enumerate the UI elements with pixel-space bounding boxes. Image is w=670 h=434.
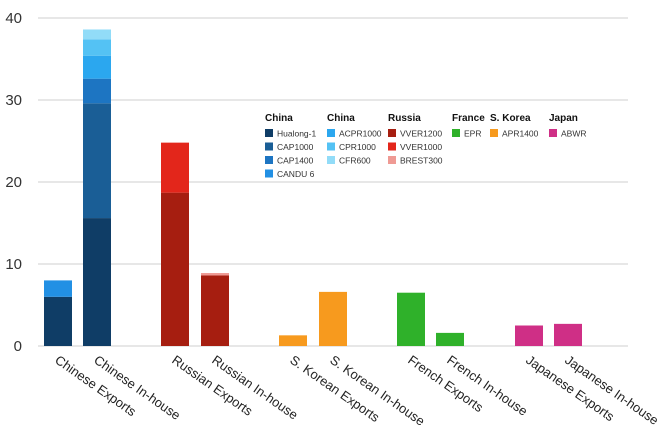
bar-japanese-in-house-abwr — [554, 323, 582, 346]
bar-s-korean-in-house-apr1400 — [319, 291, 347, 346]
bar-french-in-house-epr — [436, 332, 464, 346]
legend-group-title: Japan — [549, 113, 578, 124]
bar-s-korean-exports-apr1400 — [279, 335, 307, 346]
legend-swatch — [327, 129, 335, 137]
legend-item-label: ABWR — [561, 129, 587, 139]
bar-chinese-in-house-cap1400 — [83, 78, 111, 104]
legend-swatch — [490, 129, 498, 137]
legend-swatch — [388, 156, 396, 164]
bar-chinese-in-house-cpr1000 — [83, 39, 111, 56]
legend-item-label: EPR — [464, 129, 481, 139]
legend-item-label: VVER1200 — [400, 129, 442, 139]
legend-group-title: Russia — [388, 113, 421, 124]
legend-swatch — [388, 142, 396, 151]
legend-swatch — [549, 129, 557, 137]
legend-swatch — [327, 142, 335, 151]
legend-item-label: BREST300 — [400, 156, 443, 166]
y-tick-label: 20 — [5, 174, 22, 191]
legend-group-title: S. Korea — [490, 113, 531, 124]
legend-swatch — [265, 169, 273, 178]
bar-french-exports-epr — [397, 292, 425, 346]
legend-item-label: CAP1400 — [277, 156, 314, 166]
legend-group-title: China — [265, 113, 293, 124]
bar-chinese-in-house-cap1000 — [83, 103, 111, 219]
legend-group-title: France — [452, 113, 485, 124]
legend-swatch — [265, 156, 273, 164]
bar-chinese-in-house-cfr600 — [83, 29, 111, 40]
y-tick-label: 40 — [5, 10, 22, 27]
y-tick-label: 30 — [5, 92, 22, 109]
bar-chinese-exports-candu-6 — [44, 280, 72, 297]
legend-swatch — [265, 142, 273, 151]
legend-item-label: VVER1000 — [400, 142, 442, 152]
legend-item-label: Hualong-1 — [277, 129, 316, 139]
legend-item-label: ACPR1000 — [339, 129, 382, 139]
legend: China Hualong-1 CAP1000 CAP1400 CANDU 6 China… — [265, 113, 587, 179]
bar-russian-in-house-vver1200 — [201, 275, 229, 346]
legend-item-label: APR1400 — [502, 129, 539, 139]
bar-japanese-exports-abwr — [515, 325, 543, 346]
legend-item-label: CANDU 6 — [277, 169, 315, 179]
legend-swatch — [388, 129, 396, 137]
y-tick-label: 10 — [5, 256, 22, 273]
bar-russian-exports-vver1000 — [161, 142, 189, 193]
bar-chinese-in-house-hualong-1 — [83, 218, 111, 346]
bar-russian-in-house-brest300 — [201, 273, 229, 276]
bar-chinese-in-house-acpr1000 — [83, 55, 111, 79]
bar-chinese-exports-hualong-1 — [44, 296, 72, 346]
legend-swatch — [452, 129, 460, 137]
y-axis-ticks: 0 10 20 30 40 — [5, 10, 22, 355]
bars — [44, 29, 582, 346]
legend-item-label: CAP1000 — [277, 142, 314, 152]
y-tick-label: 0 — [14, 338, 22, 355]
legend-swatch — [327, 156, 335, 164]
legend-item-label: CFR600 — [339, 156, 371, 166]
bar-russian-exports-vver1200 — [161, 192, 189, 346]
legend-swatch — [265, 129, 273, 137]
legend-group-title: China — [327, 113, 355, 124]
legend-item-label: CPR1000 — [339, 142, 376, 152]
